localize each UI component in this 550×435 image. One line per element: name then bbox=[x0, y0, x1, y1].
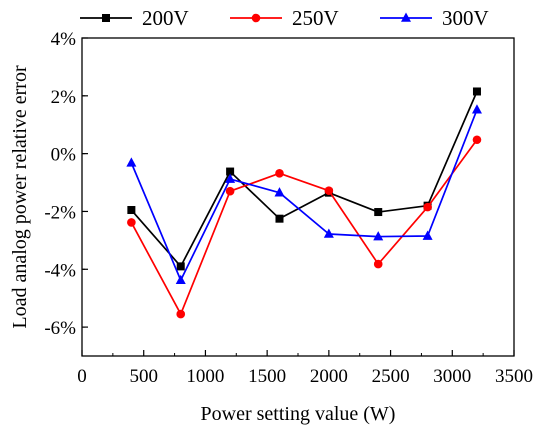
data-point-250v bbox=[275, 168, 284, 178]
data-point-300v bbox=[126, 157, 137, 167]
y-tick-label: -2% bbox=[44, 202, 76, 223]
x-tick-label: 3000 bbox=[433, 366, 471, 387]
legend-marker-300v bbox=[401, 12, 411, 22]
legend: 200V 250V 300V bbox=[80, 6, 489, 30]
y-tick-label: 0% bbox=[51, 145, 77, 166]
series-line-200v bbox=[130, 91, 478, 268]
x-tick-label: 0 bbox=[77, 366, 87, 387]
data-point-250v bbox=[127, 218, 136, 227]
y-tick-label: 2% bbox=[51, 87, 77, 108]
x-tick-label: 1000 bbox=[186, 366, 224, 387]
data-point-300v bbox=[175, 274, 186, 285]
data-point-300v bbox=[373, 231, 384, 241]
x-tick-label: 500 bbox=[129, 366, 158, 387]
data-point-300v bbox=[323, 228, 334, 238]
data-point-250v bbox=[225, 186, 235, 196]
data-point-300v bbox=[274, 187, 285, 197]
series-layer bbox=[126, 87, 482, 319]
x-tick-label: 3500 bbox=[495, 366, 533, 387]
legend-marker-200v bbox=[102, 14, 110, 22]
series-250v bbox=[127, 135, 482, 319]
legend-item-300v: 300V bbox=[380, 6, 489, 30]
data-point-200v bbox=[127, 206, 136, 215]
y-axis: -6% -4% -2% 0% 2% 4% bbox=[44, 29, 88, 339]
legend-label-300v: 300V bbox=[442, 6, 489, 30]
data-point-250v bbox=[472, 135, 482, 145]
y-tick-label: -4% bbox=[44, 260, 76, 281]
data-point-300v bbox=[471, 104, 482, 114]
legend-marker-250v bbox=[251, 13, 261, 23]
data-point-200v bbox=[472, 87, 481, 96]
x-axis-title: Power setting value (W) bbox=[201, 403, 396, 425]
data-point-250v bbox=[324, 186, 334, 195]
data-point-200v bbox=[374, 208, 383, 217]
series-line-250v bbox=[130, 139, 478, 315]
y-axis-title: Load analog power relative error bbox=[9, 65, 31, 329]
x-tick-label: 2500 bbox=[372, 366, 410, 387]
legend-item-250v: 250V bbox=[230, 6, 339, 30]
y-tick-label: 4% bbox=[51, 29, 77, 50]
x-axis: 0 500 1000 1500 2000 2500 3000 3500 bbox=[77, 350, 533, 387]
series-200v bbox=[127, 87, 481, 271]
data-point-300v bbox=[225, 173, 236, 183]
data-point-200v bbox=[176, 262, 185, 271]
data-point-250v bbox=[373, 259, 383, 269]
data-point-200v bbox=[226, 167, 235, 176]
legend-item-200v: 200V bbox=[80, 6, 189, 30]
data-point-200v bbox=[275, 214, 284, 223]
legend-label-200v: 200V bbox=[142, 6, 189, 30]
legend-label-250v: 250V bbox=[292, 6, 339, 30]
data-point-250v bbox=[176, 309, 186, 319]
series-300v bbox=[126, 104, 482, 285]
y-tick-label: -6% bbox=[44, 318, 76, 339]
data-point-250v bbox=[423, 202, 432, 212]
x-tick-label: 1500 bbox=[248, 366, 286, 387]
series-line-300v bbox=[130, 109, 478, 282]
x-tick-label: 2000 bbox=[310, 366, 348, 387]
data-point-300v bbox=[422, 230, 433, 240]
plot-frame bbox=[81, 37, 515, 357]
